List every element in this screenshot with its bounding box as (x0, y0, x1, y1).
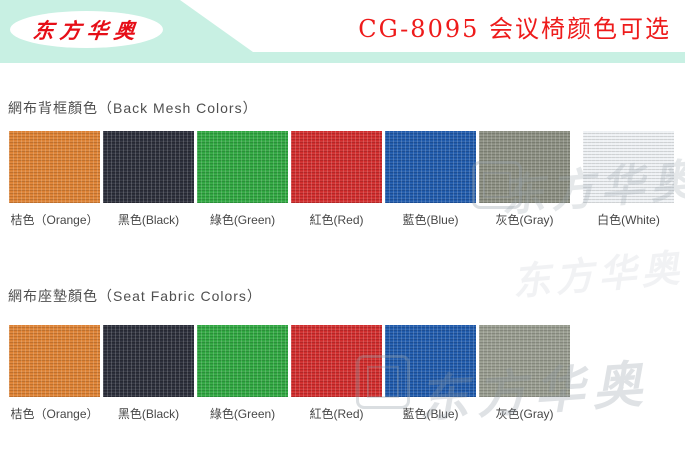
gray-fabric-swatch (479, 325, 570, 397)
swatch-label: 灰色(Gray) (495, 407, 554, 421)
swatch-row-back-mesh: 桔色（Orange） 黑色(Black) 綠色(Green) 紅色(Red) 藍色(Bl… (9, 131, 674, 228)
swatch-cell-gray: 灰色(Gray) (479, 325, 570, 422)
swatch-label: 藍色(Blue) (402, 213, 459, 227)
swatch-cell-blue: 藍色(Blue) (385, 325, 476, 422)
swatch-label: 紅色(Red) (309, 407, 364, 421)
gray-fabric-swatch (479, 131, 570, 203)
swatch-cell-red: 紅色(Red) (291, 131, 382, 228)
red-fabric-swatch (291, 131, 382, 203)
black-fabric-swatch (103, 325, 194, 397)
swatch-cell-gray: 灰色(Gray) (479, 131, 570, 228)
red-fabric-swatch (291, 325, 382, 397)
swatch-row-seat-fabric: 桔色（Orange） 黑色(Black) 綠色(Green) 紅色(Red) 藍色(Bl… (9, 325, 570, 422)
page-title: CG-8095 会议椅颜色可选 (358, 15, 671, 43)
swatch-cell-green: 綠色(Green) (197, 325, 288, 422)
swatch-cell-orange: 桔色（Orange） (9, 325, 100, 422)
swatch-cell-orange: 桔色（Orange） (9, 131, 100, 228)
swatch-cell-green: 綠色(Green) (197, 131, 288, 228)
swatch-cell-blue: 藍色(Blue) (385, 131, 476, 228)
swatch-label: 紅色(Red) (309, 213, 364, 227)
orange-fabric-swatch (9, 325, 100, 397)
brand-logo: 东方华奥 (10, 11, 163, 48)
section-heading-seat-fabric: 網布座墊顏色（Seat Fabric Colors） (8, 288, 262, 304)
swatch-label: 白色(White) (597, 213, 660, 227)
white-fabric-swatch (583, 131, 674, 203)
swatch-cell-red: 紅色(Red) (291, 325, 382, 422)
swatch-label: 藍色(Blue) (402, 407, 459, 421)
swatch-label: 黑色(Black) (117, 213, 180, 227)
swatch-label: 綠色(Green) (209, 213, 276, 227)
blue-fabric-swatch (385, 131, 476, 203)
green-fabric-swatch (197, 131, 288, 203)
swatch-label: 黑色(Black) (117, 407, 180, 421)
brand-logo-text: 东方华奥 (31, 17, 142, 43)
watermark-text: 东方华奥 (510, 244, 685, 305)
swatch-cell-black: 黑色(Black) (103, 325, 194, 422)
green-fabric-swatch (197, 325, 288, 397)
swatch-cell-white: 白色(White) (583, 131, 674, 228)
blue-fabric-swatch (385, 325, 476, 397)
orange-fabric-swatch (9, 131, 100, 203)
swatch-label: 灰色(Gray) (495, 213, 554, 227)
black-fabric-swatch (103, 131, 194, 203)
swatch-cell-black: 黑色(Black) (103, 131, 194, 228)
swatch-label: 桔色（Orange） (10, 213, 99, 227)
section-heading-back-mesh: 網布背框顏色（Back Mesh Colors） (8, 100, 258, 116)
swatch-label: 桔色（Orange） (10, 407, 99, 421)
swatch-label: 綠色(Green) (209, 407, 276, 421)
